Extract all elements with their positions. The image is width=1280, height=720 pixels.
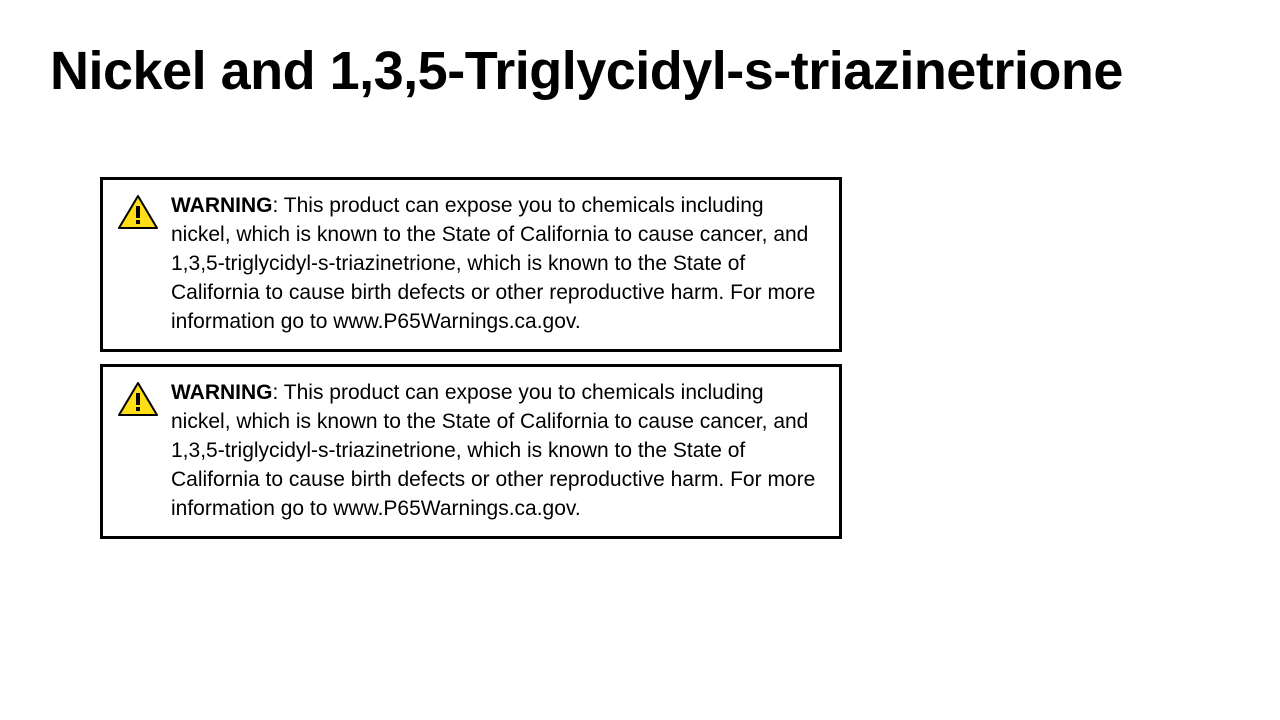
warning-container: WARNING: This product can expose you to …	[100, 177, 1230, 539]
warning-triangle-icon	[117, 381, 159, 422]
warning-triangle-icon	[117, 194, 159, 235]
warning-label: WARNING	[171, 194, 273, 217]
page-title: Nickel and 1,3,5-Triglycidyl-s-triazinet…	[50, 40, 1230, 102]
warning-box: WARNING: This product can expose you to …	[100, 177, 842, 352]
warning-label: WARNING	[171, 381, 273, 404]
warning-text: WARNING: This product can expose you to …	[171, 379, 825, 524]
warning-text: WARNING: This product can expose you to …	[171, 192, 825, 337]
warning-box: WARNING: This product can expose you to …	[100, 364, 842, 539]
